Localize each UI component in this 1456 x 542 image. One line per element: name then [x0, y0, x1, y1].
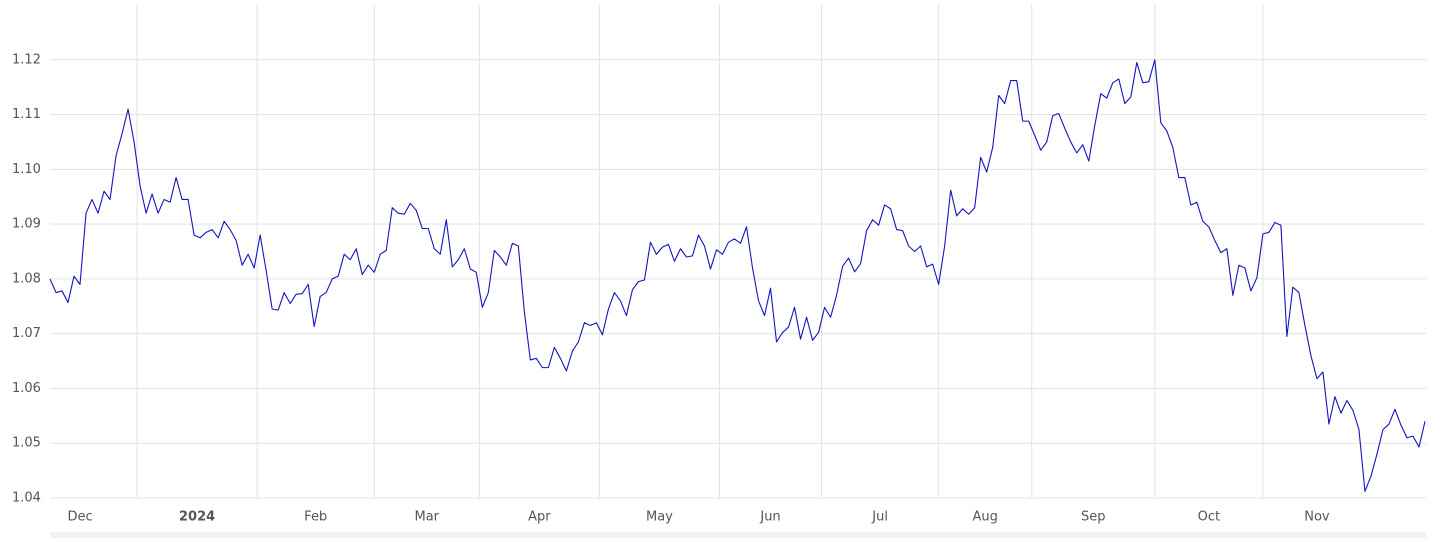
- x-tick-label: Jul: [871, 510, 888, 525]
- x-tick-label: May: [646, 510, 673, 525]
- y-tick-label: 1.08: [12, 271, 41, 286]
- x-tick-label: Sep: [1081, 510, 1106, 525]
- y-tick-label: 1.06: [12, 381, 41, 396]
- x-tick-label: Feb: [304, 510, 327, 525]
- price-line: [49, 59, 1426, 492]
- x-tick-label: Dec: [67, 510, 92, 525]
- y-tick-label: 1.07: [12, 326, 41, 341]
- y-tick-label: 1.10: [12, 162, 41, 177]
- y-tick-label: 1.09: [12, 217, 41, 232]
- x-tick-label: Jun: [759, 510, 780, 525]
- y-tick-label: 1.12: [12, 52, 41, 67]
- x-tick-label: 2024: [179, 510, 215, 525]
- y-tick-label: 1.11: [12, 107, 41, 122]
- x-tick-label: Mar: [415, 510, 440, 525]
- x-tick-label: Aug: [972, 510, 997, 525]
- y-tick-label: 1.04: [12, 491, 41, 506]
- x-tick-label: Apr: [528, 510, 551, 525]
- x-tick-label: Oct: [1198, 510, 1220, 525]
- scroll-band: [50, 532, 1426, 538]
- y-tick-label: 1.05: [12, 436, 41, 451]
- x-tick-label: Nov: [1304, 510, 1330, 525]
